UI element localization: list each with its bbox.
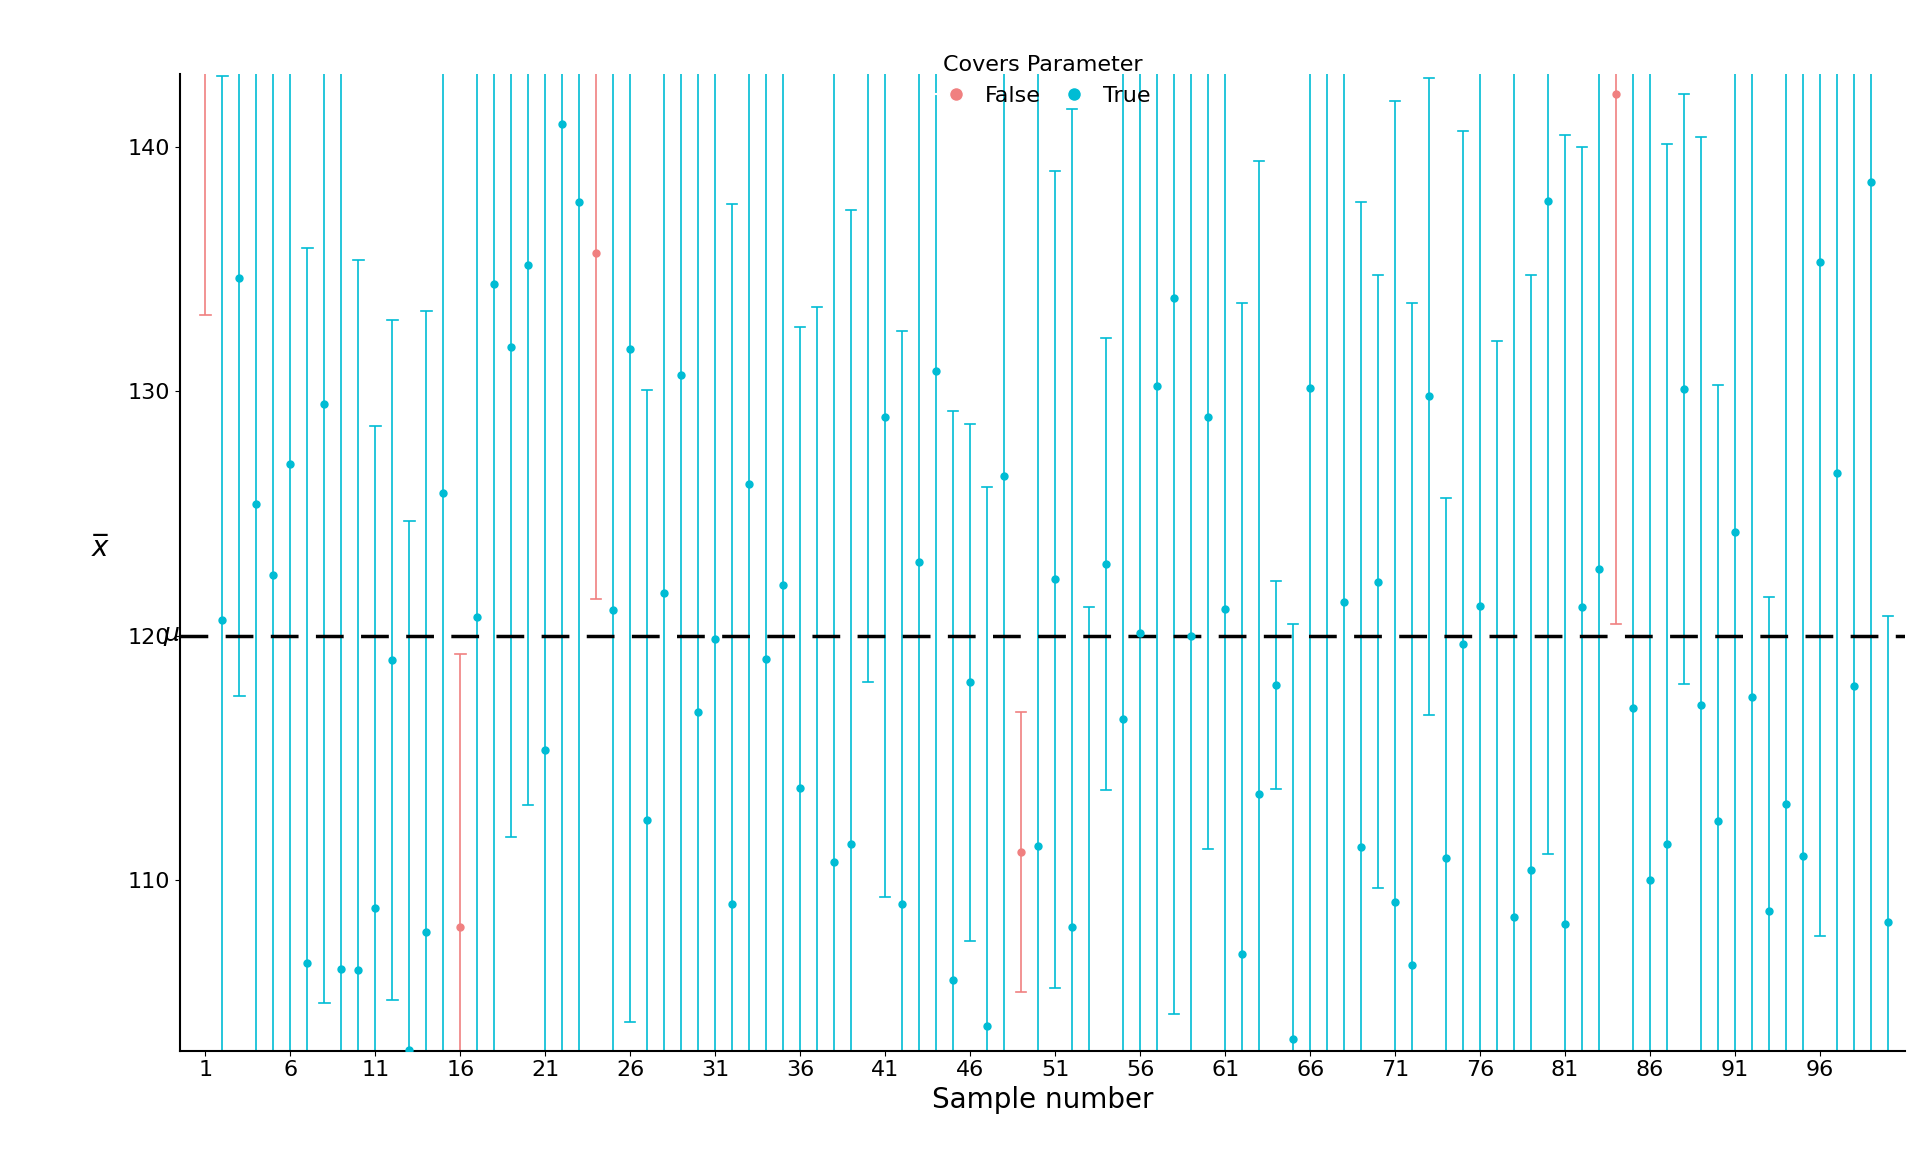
X-axis label: Sample number: Sample number [931, 1086, 1154, 1114]
Text: $\mu$: $\mu$ [163, 623, 180, 647]
Y-axis label: x̅: x̅ [92, 535, 108, 562]
Legend: False, True: False, True [925, 46, 1160, 115]
